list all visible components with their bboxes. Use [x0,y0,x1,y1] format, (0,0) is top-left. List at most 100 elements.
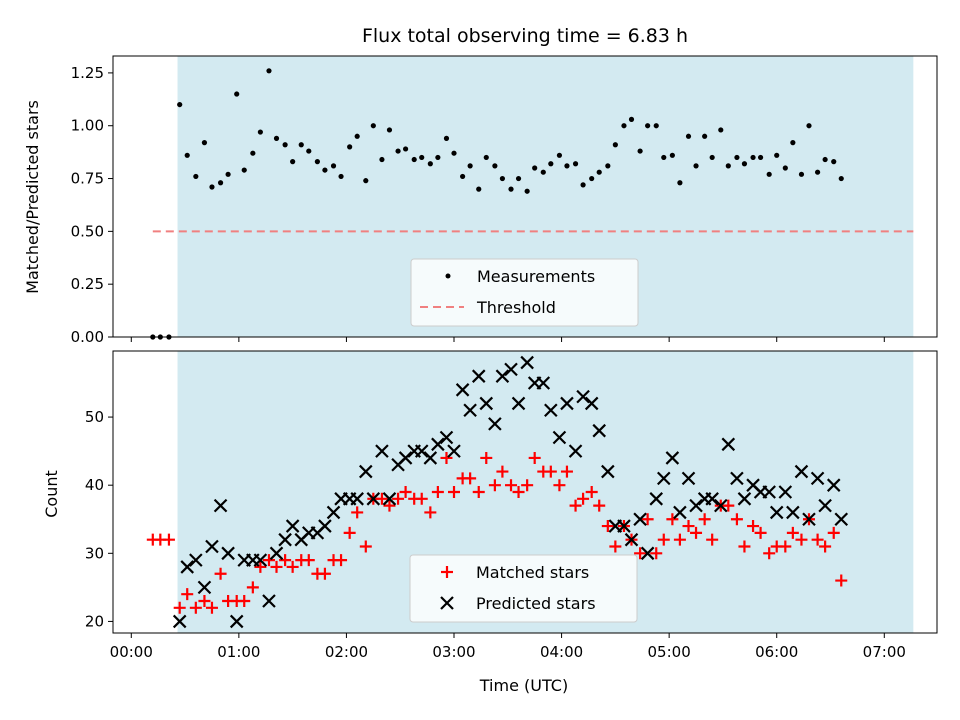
matched-star-point [440,451,453,464]
top-y-tick-label: 0.50 [71,222,104,240]
measurement-point [718,127,724,133]
matched-star-point [254,560,267,573]
predicted-star-point [826,478,841,492]
bottom-y-ticks: 20 30 40 50 [85,408,113,630]
predicted-star-point [221,546,235,561]
measurement-point [499,175,506,182]
matched-star-point [505,479,518,492]
matched-star-point [359,540,372,553]
top-y-tick-label: 0.75 [71,170,104,188]
measurement-point [548,161,554,167]
matched-star-point [246,581,259,594]
measurement-point [241,167,247,173]
predicted-star-point [431,437,445,452]
matched-star-point [819,540,832,553]
predicted-star-point [398,451,413,465]
matched-star-point [205,601,218,614]
predicted-star-point [552,430,567,445]
measurement-point [757,154,764,161]
top-y-tick-label: 0.00 [71,328,104,346]
matched-star-point [270,560,283,573]
matched-star-point [181,588,194,601]
matched-star-point [343,526,356,539]
measurement-point [330,163,337,169]
measurement-point [774,152,780,158]
predicted-star-point [172,614,187,629]
measurement-point [483,154,489,161]
predicted-star-point [633,512,647,527]
measurement-point [314,159,320,165]
measurement-point [427,161,433,167]
x-tick-label: 06:00 [755,643,798,661]
matched-star-point [262,554,275,567]
predicted-star-point [786,505,800,520]
matched-star-point [424,506,437,519]
measurement-point [209,184,215,190]
matched-stars-legend-label: Matched stars [476,563,589,582]
predicted-star-point [382,492,397,506]
measurement-point [725,163,731,169]
matched-star-point [593,499,606,512]
measurement-point [766,171,772,177]
predicted-star-point [414,444,429,458]
measurement-point [443,135,450,141]
predicted-star-point [375,444,389,458]
bottom-legend-box [409,554,638,623]
predicted-star-point [253,553,268,567]
predicted-star-point [568,444,583,458]
measurement-point [363,178,369,184]
top-y-ticks: 0.00 0.25 0.50 0.75 1.00 1.25 [71,64,113,346]
matched-star-point [690,526,703,539]
predicted-star-point [285,519,300,533]
predicted-star-point [640,546,655,561]
measurement-point [782,165,788,171]
measurement-point [419,154,425,161]
measurement-point [322,167,328,173]
top-y-axis-label: Matched/Predicted stars [23,100,42,294]
measurement-point [515,175,522,182]
matched-star-point [738,540,751,553]
measurement-point [564,163,570,169]
matched-star-point [666,513,679,526]
matched-star-point [811,533,824,546]
predicted-star-point [673,505,687,520]
measurement-point [838,175,844,182]
measurement-point [677,180,683,186]
matched-star-point [214,567,227,580]
measurement-point [669,152,675,158]
predicted-star-point [511,396,526,411]
matched-star-point [302,554,315,567]
measurement-point [250,150,256,156]
measurement-point [306,148,312,154]
measurement-point [540,169,546,175]
predicted-star-point [818,498,832,513]
predicted-star-point [794,464,809,479]
x-tick-label: 00:00 [110,643,153,661]
measurement-point [822,156,828,163]
matched-star-point [375,492,388,505]
measurement-point [637,148,643,154]
matched-star-point [528,451,541,464]
matched-star-point [512,486,525,498]
matched-star-point [415,492,428,505]
measurement-point [290,159,296,165]
measurement-point [831,159,837,165]
measurement-point [734,154,740,161]
bottom-x-ticks: 00:00 01:00 02:00 03:00 04:00 05:00 06:00 07:00 [110,633,906,661]
predicted-star-point [624,532,639,547]
matched-star-point [650,547,663,560]
x-tick-label: 03:00 [432,643,475,661]
matched-star-point [464,472,477,485]
predicted-star-point [366,492,381,506]
matched-star-point [577,492,590,505]
measurement-point [750,154,756,161]
matched-star-point [682,520,695,533]
predicted-star-point [778,485,793,499]
matched-star-point [569,499,582,512]
measurement-point [266,68,272,74]
matched-star-point [553,479,566,492]
matched-star-point [827,526,840,539]
predicted-star-point [769,505,784,520]
predicted-star-point [520,355,534,370]
predicted-star-point [350,492,364,506]
